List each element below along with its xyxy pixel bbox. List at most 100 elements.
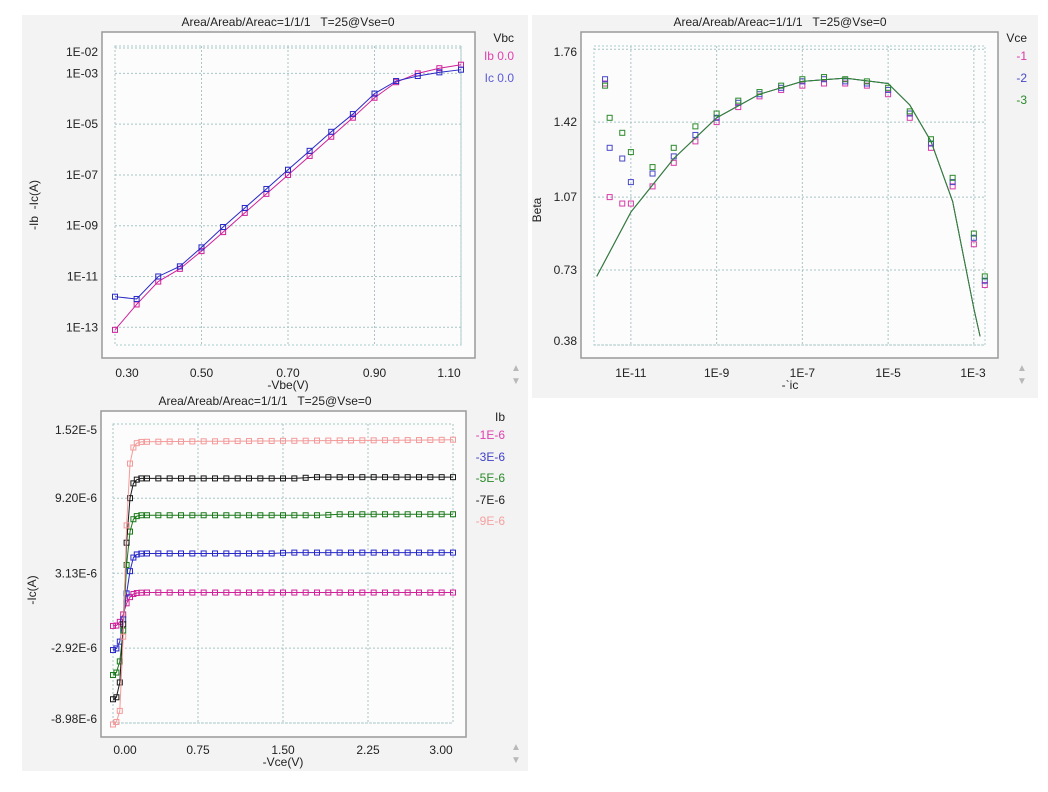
y-axis-label: -Ic(A) [25, 575, 39, 605]
data-point [799, 82, 806, 89]
data-point [735, 97, 742, 104]
data-point [246, 550, 252, 557]
data-point [133, 295, 140, 302]
data-point [144, 550, 150, 557]
x-tick-label: 1E-3 [960, 366, 986, 380]
scroll-down-arrow[interactable]: ▼ [1017, 376, 1027, 387]
data-point [359, 511, 366, 518]
data-point [371, 94, 378, 101]
x-tick-label: 1.10 [437, 366, 461, 380]
data-point [127, 460, 133, 467]
data-point [450, 549, 456, 556]
data-point [314, 589, 320, 596]
data-point [359, 437, 366, 444]
data-point [981, 281, 988, 288]
data-point [257, 512, 264, 519]
data-point [138, 550, 145, 557]
legend-title: Vce [1006, 31, 1027, 45]
data-point [382, 511, 388, 518]
data-point [113, 669, 120, 676]
data-point [113, 622, 120, 629]
data-point [981, 277, 988, 284]
data-point [223, 589, 230, 596]
data-point [212, 550, 218, 557]
x-axis-label: -Vce(V) [262, 755, 304, 769]
y-tick-label: -8.98E-6 [51, 712, 97, 726]
data-point [189, 438, 196, 445]
data-point [200, 550, 207, 557]
data-point [371, 90, 378, 97]
x-tick-label: 1E-11 [615, 366, 646, 380]
data-point [885, 91, 892, 98]
scroll-up-arrow[interactable]: ▲ [511, 363, 521, 374]
y-tick-label: 0.38 [554, 334, 578, 348]
data-point [450, 511, 456, 518]
data-point [212, 589, 218, 596]
y-tick-label: 1.52E-5 [55, 423, 97, 437]
data-point [393, 437, 400, 444]
legend-item: -2 [1016, 71, 1027, 85]
data-point [234, 475, 241, 482]
data-point [144, 475, 150, 482]
x-tick-label: 0.30 [115, 366, 139, 380]
data-point [370, 474, 377, 481]
x-tick-label: 1E-5 [875, 366, 901, 380]
y-tick-label: 1.42 [554, 115, 578, 129]
scroll-up-arrow[interactable]: ▲ [511, 742, 521, 753]
legend-item: -5E-6 [475, 471, 505, 485]
data-point [619, 200, 626, 207]
data-point [116, 707, 123, 714]
data-point [348, 589, 354, 596]
data-point [257, 589, 264, 596]
data-point [189, 589, 196, 596]
data-point [619, 129, 626, 136]
data-point [450, 474, 456, 481]
data-point [110, 696, 116, 703]
y-tick-label: 1E-13 [66, 320, 98, 334]
data-point [200, 438, 207, 445]
data-point [382, 474, 388, 481]
data-point [112, 293, 118, 300]
data-point [842, 76, 849, 83]
data-point [198, 244, 205, 251]
x-axis-label: -`ic [781, 378, 799, 392]
data-point [416, 511, 422, 518]
data-point [223, 475, 230, 482]
plot-area-border [593, 45, 986, 346]
data-point [713, 110, 720, 117]
data-point [178, 589, 184, 596]
data-point [314, 512, 320, 519]
data-point [336, 474, 343, 481]
data-point [302, 474, 309, 481]
data-point [138, 512, 145, 519]
data-point [246, 475, 252, 482]
data-point [314, 437, 320, 444]
series-line [112, 439, 454, 725]
data-point [438, 436, 445, 443]
scroll-down-arrow[interactable]: ▼ [511, 755, 521, 766]
series--9E-6 [110, 436, 456, 728]
scroll-up-arrow[interactable]: ▲ [1017, 363, 1027, 374]
x-tick-label: 0.75 [186, 743, 210, 757]
data-point [349, 111, 356, 118]
data-point [348, 549, 354, 556]
data-point [906, 108, 913, 115]
chart-title: Area/Areab/Areac=1/1/1 T=25@Vse=0 [181, 15, 395, 29]
data-point [627, 179, 634, 186]
data-point [348, 437, 354, 444]
data-point [189, 550, 196, 557]
data-point [155, 273, 162, 280]
scroll-down-arrow[interactable]: ▼ [511, 376, 521, 387]
x-tick-label: 1.50 [271, 743, 295, 757]
data-point [280, 437, 286, 444]
data-point [280, 589, 286, 596]
data-point [285, 166, 291, 173]
data-point [393, 78, 400, 85]
series--3E-6 [110, 549, 456, 654]
data-point [404, 511, 411, 518]
data-point [981, 273, 988, 280]
y-tick-label: 9.20E-6 [55, 491, 97, 505]
data-point [166, 589, 173, 596]
data-point [393, 549, 400, 556]
